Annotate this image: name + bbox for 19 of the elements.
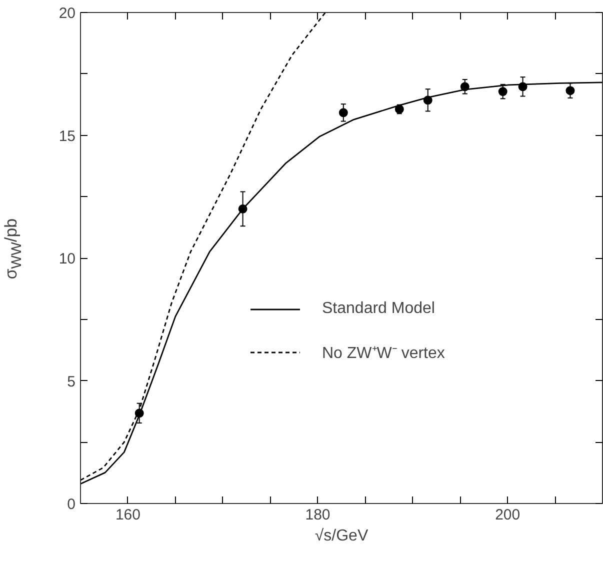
- point: [460, 82, 470, 92]
- x-tick-label: 180: [305, 506, 330, 524]
- point: [238, 204, 248, 214]
- legend-label: No ZW⁺W⁻ vertex: [322, 344, 445, 363]
- y-tick-label: 10: [58, 250, 76, 268]
- point: [134, 408, 144, 418]
- y-tick-label: 20: [58, 5, 76, 22]
- y-tick-label: 5: [67, 373, 76, 390]
- point: [498, 87, 508, 96]
- x-tick-label: 200: [495, 506, 520, 524]
- legend-label: Standard Model: [322, 300, 435, 318]
- point: [338, 108, 348, 118]
- point: [566, 86, 575, 96]
- point: [423, 96, 432, 105]
- x-axis-title: √s/GeV: [314, 528, 368, 544]
- x-tick-label: 160: [115, 506, 140, 524]
- point: [518, 82, 528, 92]
- y-tick-label: 15: [58, 128, 76, 145]
- y-tick-label: 0: [67, 496, 76, 513]
